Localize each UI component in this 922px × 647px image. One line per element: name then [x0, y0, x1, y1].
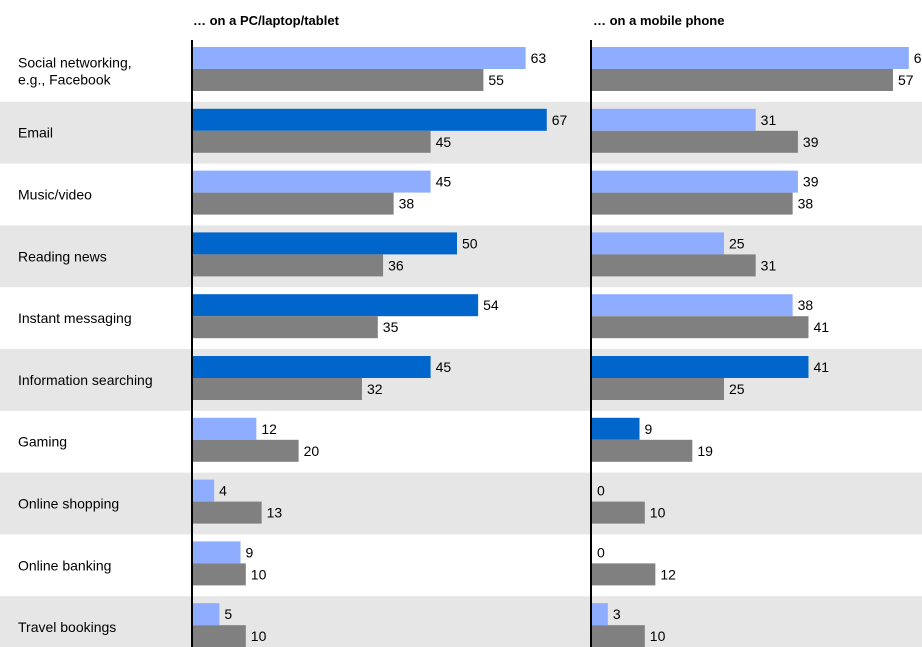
data-label: 12: [660, 566, 676, 582]
bar-series-2: [592, 501, 645, 524]
data-label: 9: [246, 544, 254, 560]
data-label: 3: [613, 606, 621, 622]
data-label: 35: [383, 319, 399, 335]
row-shade: [0, 225, 922, 288]
category-label: Travel bookings: [18, 619, 116, 635]
bar-series-2: [193, 439, 299, 462]
data-label: 0: [597, 483, 605, 499]
data-label: 45: [436, 359, 452, 375]
data-label: 13: [267, 505, 283, 521]
data-label: 10: [251, 566, 267, 582]
data-label: 41: [813, 319, 829, 335]
bar-series-2: [592, 439, 693, 462]
bar-series-1: [193, 170, 431, 193]
data-label: 0: [597, 544, 605, 560]
bar-series-2: [592, 192, 793, 215]
panel-title-mobile: … on a mobile phone: [593, 13, 724, 28]
bar-series-1: [193, 603, 220, 626]
bar-series-1: [592, 294, 793, 317]
bar-series-1: [193, 479, 215, 502]
data-label: 10: [650, 505, 666, 521]
panel-title-pc: … on a PC/laptop/tablet: [193, 13, 340, 28]
bar-series-2: [193, 192, 394, 215]
bar-series-2: [592, 378, 724, 400]
data-label: 20: [304, 443, 320, 459]
bar-series-1: [193, 108, 547, 131]
bar-series-1: [193, 294, 479, 317]
data-label: 63: [531, 50, 547, 66]
data-label: 60: [914, 50, 922, 66]
data-label: 41: [813, 359, 829, 375]
bar-series-1: [592, 47, 909, 69]
data-label: 5: [224, 606, 232, 622]
bar-series-2: [592, 130, 798, 153]
category-label: Online shopping: [18, 496, 119, 512]
data-label: 38: [798, 297, 814, 313]
bar-series-2: [592, 69, 893, 91]
bar-series-2: [193, 69, 484, 91]
bar-series-2: [193, 501, 262, 524]
data-label: 55: [488, 72, 504, 88]
bar-series-2: [592, 316, 809, 339]
data-label: 67: [552, 112, 568, 128]
bar-series-1: [592, 232, 724, 255]
bar-series-2: [193, 254, 384, 277]
bar-series-1: [592, 108, 756, 131]
row-shade: [0, 596, 922, 647]
data-label: 31: [761, 112, 777, 128]
bar-series-2: [193, 625, 246, 647]
data-label: 36: [388, 257, 404, 273]
data-label: 12: [261, 421, 277, 437]
data-label: 57: [898, 72, 914, 88]
data-label: 45: [436, 134, 452, 150]
category-labels: Social networking, e.g., Facebook Email Mus…: [18, 54, 153, 635]
data-label: 10: [251, 628, 267, 644]
category-label: Instant messaging: [18, 310, 132, 326]
category-label: Information searching: [18, 372, 153, 388]
bar-series-1: [193, 417, 257, 440]
bar-series-1: [193, 541, 241, 564]
category-label: Social networking, e.g., Facebook: [18, 54, 132, 87]
category-label: Gaming: [18, 434, 67, 450]
category-label: Music/video: [18, 187, 92, 203]
row-shade: [0, 472, 922, 535]
bar-series-1: [193, 47, 526, 69]
category-label: Email: [18, 125, 53, 141]
data-label: 10: [650, 628, 666, 644]
data-label: 32: [367, 381, 383, 397]
bar-series-2: [592, 625, 645, 647]
bar-series-2: [592, 254, 756, 277]
data-label: 4: [219, 483, 227, 499]
data-label: 45: [436, 174, 452, 190]
row-shading-layer: [0, 101, 922, 647]
category-label: Online banking: [18, 557, 111, 573]
data-label: 50: [462, 235, 478, 251]
data-label: 9: [645, 421, 653, 437]
data-label: 25: [729, 381, 745, 397]
bar-series-2: [193, 378, 362, 400]
data-label: 19: [697, 443, 713, 459]
bars-layer: 6367455054451249555453836353220131010603…: [193, 47, 922, 647]
axes-layer: [191, 40, 592, 647]
bar-series-1: [193, 356, 431, 378]
bar-series-1: [592, 603, 608, 626]
bar-series-2: [193, 130, 431, 153]
bar-series-2: [193, 563, 246, 586]
data-label: 39: [803, 134, 819, 150]
bar-series-1: [193, 232, 457, 255]
bar-series-2: [193, 316, 378, 339]
data-label: 38: [399, 196, 415, 212]
bar-series-1: [592, 170, 798, 193]
category-label: Reading news: [18, 248, 107, 264]
bar-series-1: [592, 417, 640, 440]
bar-series-1: [592, 356, 809, 378]
data-label: 38: [798, 196, 814, 212]
data-label: 25: [729, 235, 745, 251]
data-label: 31: [761, 257, 777, 273]
data-label: 54: [483, 297, 499, 313]
bar-series-2: [592, 563, 656, 586]
data-label: 39: [803, 174, 819, 190]
